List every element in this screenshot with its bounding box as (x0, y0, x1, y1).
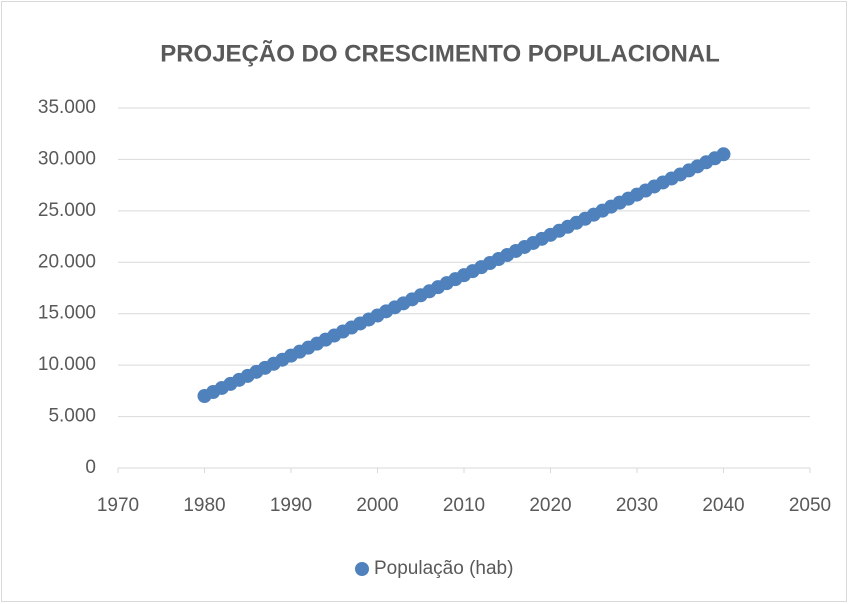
x-tick-label: 2020 (529, 495, 571, 516)
legend-marker (355, 562, 369, 576)
x-tick-label: 2030 (616, 495, 658, 516)
y-tick-label: 30.000 (38, 148, 96, 169)
x-tick-label: 1980 (183, 495, 225, 516)
y-tick-label: 0 (85, 457, 96, 478)
x-tick-label: 2040 (702, 495, 744, 516)
y-tick-label: 20.000 (38, 251, 96, 272)
y-tick-label: 5.000 (48, 406, 96, 427)
x-tick-label: 1970 (97, 495, 139, 516)
y-tick-label: 35.000 (38, 97, 96, 118)
legend-label: População (hab) (374, 558, 513, 579)
x-tick-label: 1990 (270, 495, 312, 516)
chart-title: PROJEÇÃO DO CRESCIMENTO POPULACIONAL (160, 39, 720, 67)
x-tick-label: 2010 (443, 495, 485, 516)
x-tick-label: 2000 (356, 495, 398, 516)
x-tick-label: 2050 (789, 495, 831, 516)
y-tick-label: 25.000 (38, 200, 96, 221)
y-tick-label: 15.000 (38, 303, 96, 324)
data-point (716, 147, 731, 162)
y-tick-label: 10.000 (38, 354, 96, 375)
